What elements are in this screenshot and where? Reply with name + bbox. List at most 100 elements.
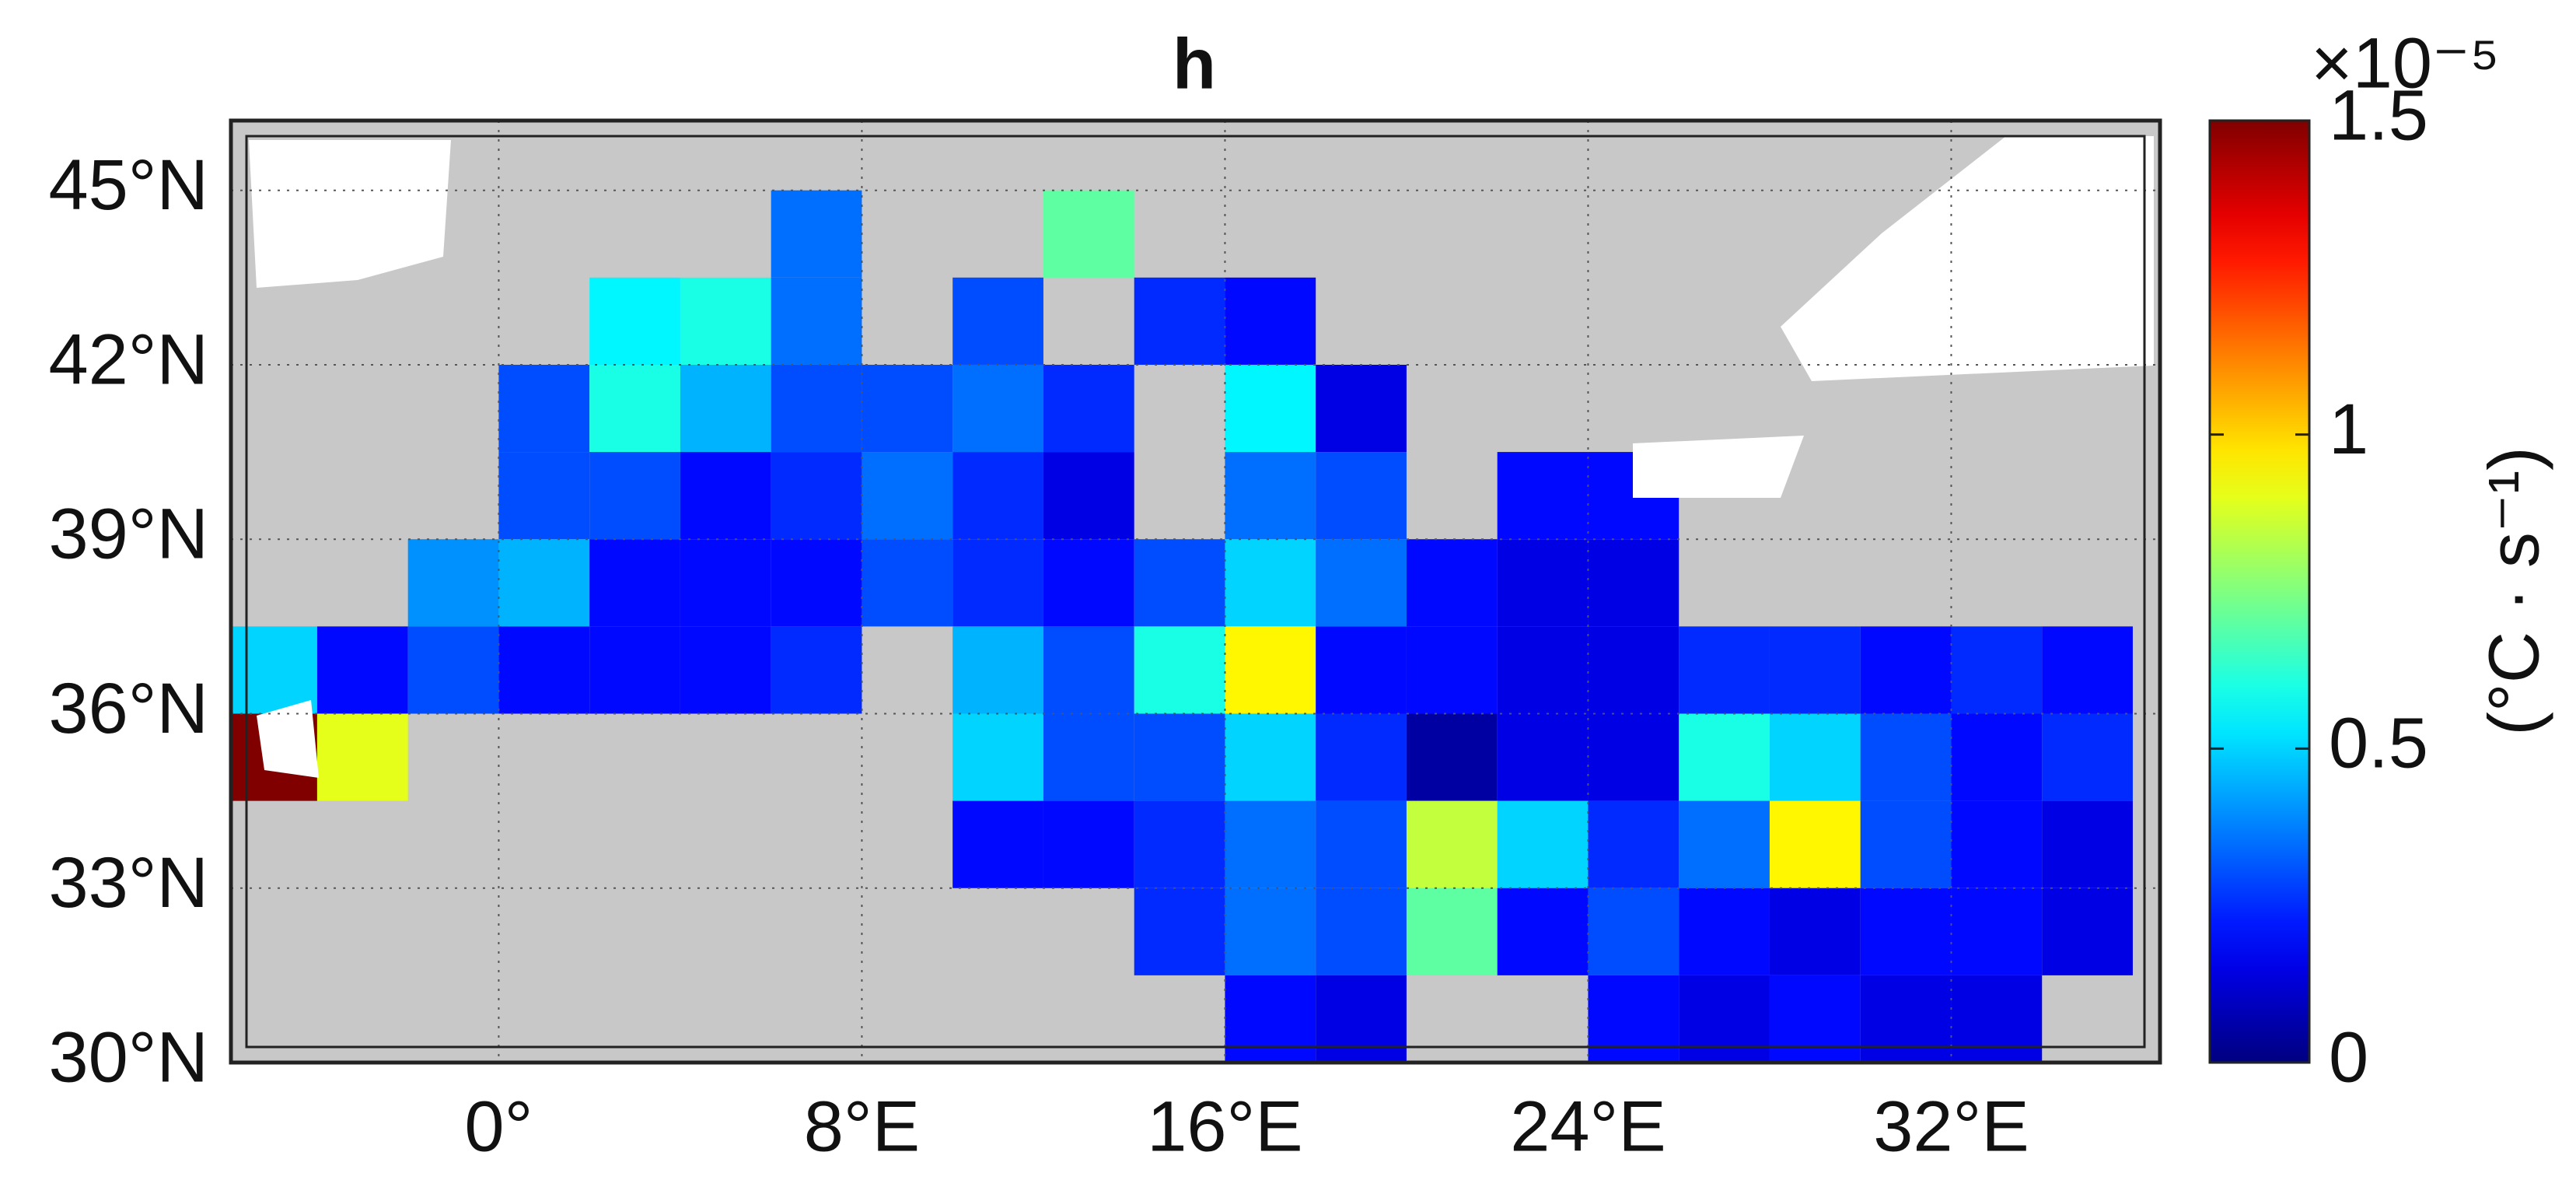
cell — [589, 452, 680, 540]
cell — [1225, 626, 1316, 714]
cell — [1860, 626, 1952, 714]
cell — [952, 277, 1043, 365]
cell — [1679, 888, 1770, 975]
cell — [1225, 975, 1316, 1063]
cell — [589, 364, 680, 453]
x-tick-label: 16°E — [1147, 1087, 1303, 1166]
cell — [1679, 713, 1770, 801]
cell — [862, 539, 953, 627]
cell — [680, 364, 771, 453]
cell — [1679, 975, 1770, 1063]
cell — [1497, 452, 1589, 540]
cell — [771, 452, 862, 540]
cell — [1860, 888, 1952, 975]
cell — [1134, 277, 1225, 365]
cell — [1951, 975, 2043, 1063]
cell — [1043, 452, 1134, 540]
cell — [316, 626, 408, 714]
cell — [771, 277, 862, 365]
cell — [1316, 713, 1407, 801]
cell — [1951, 713, 2043, 801]
out-of-domain-areas — [249, 136, 2154, 778]
cell — [1316, 800, 1407, 888]
cell — [680, 277, 771, 365]
cell — [1225, 888, 1316, 975]
cell — [771, 626, 862, 714]
cell — [952, 626, 1043, 714]
cell — [1951, 888, 2043, 975]
cell — [1769, 713, 1861, 801]
cell — [498, 539, 590, 627]
cell — [1043, 190, 1134, 278]
cell — [1225, 713, 1316, 801]
cell — [1225, 364, 1316, 453]
cell — [1316, 364, 1407, 453]
cell — [1043, 539, 1134, 627]
cell — [2042, 626, 2133, 714]
white-area — [249, 140, 451, 288]
map-inner-frame — [245, 135, 2146, 1049]
cell — [771, 364, 862, 453]
colorbar-tick-label: 1 — [2329, 390, 2368, 469]
colorbar — [2208, 119, 2311, 1064]
cell — [1134, 626, 1225, 714]
cell — [1679, 800, 1770, 888]
cell — [231, 626, 317, 714]
y-tick-label: 42°N — [48, 320, 208, 399]
cell — [952, 713, 1043, 801]
white-area — [1633, 436, 1804, 498]
cell — [1497, 626, 1589, 714]
cell — [1769, 888, 1861, 975]
cell — [1679, 626, 1770, 714]
cell — [771, 190, 862, 278]
cell — [1225, 800, 1316, 888]
map-frame — [229, 118, 2162, 1065]
cell — [1406, 888, 1498, 975]
cell — [1406, 713, 1498, 801]
cell — [1406, 626, 1498, 714]
cell — [1769, 626, 1861, 714]
y-tick-label: 30°N — [48, 1017, 208, 1097]
colorbar-exponent: ×10⁻⁵ — [2311, 23, 2500, 103]
chart-title: h — [1173, 24, 1216, 103]
cell — [1043, 364, 1134, 453]
cell — [1043, 800, 1134, 888]
cell — [1134, 888, 1225, 975]
cell — [1588, 539, 1679, 627]
cell — [2042, 800, 2133, 888]
cell — [1588, 888, 1679, 975]
cell — [862, 364, 953, 453]
cell — [1225, 277, 1316, 365]
cell — [1588, 713, 1679, 801]
cell — [952, 539, 1043, 627]
cell — [498, 626, 590, 714]
cell — [1043, 713, 1134, 801]
cell — [1497, 713, 1589, 801]
heatmap-cells — [231, 190, 2133, 1063]
cell — [1497, 539, 1589, 627]
cell — [862, 452, 953, 540]
cell — [952, 800, 1043, 888]
cell — [407, 539, 499, 627]
x-tick-label: 8°E — [804, 1087, 920, 1166]
cell — [680, 452, 771, 540]
cell — [1497, 888, 1589, 975]
cell — [589, 277, 680, 365]
cell — [1588, 626, 1679, 714]
cell — [1316, 626, 1407, 714]
colorbar-tick-label: 1.5 — [2329, 75, 2428, 155]
cell — [1588, 975, 1679, 1063]
white-area — [1781, 136, 2154, 381]
cell — [589, 626, 680, 714]
cell — [680, 539, 771, 627]
cell — [1225, 539, 1316, 627]
cell — [1860, 975, 1952, 1063]
cell — [1225, 452, 1316, 540]
cell — [1316, 888, 1407, 975]
y-tick-label: 39°N — [48, 495, 208, 574]
cell — [1134, 713, 1225, 801]
cell — [1406, 539, 1498, 627]
colorbar-label: (°C · s⁻¹) — [2474, 446, 2553, 735]
x-tick-label: 32°E — [1873, 1087, 2029, 1166]
cell — [1860, 800, 1952, 888]
